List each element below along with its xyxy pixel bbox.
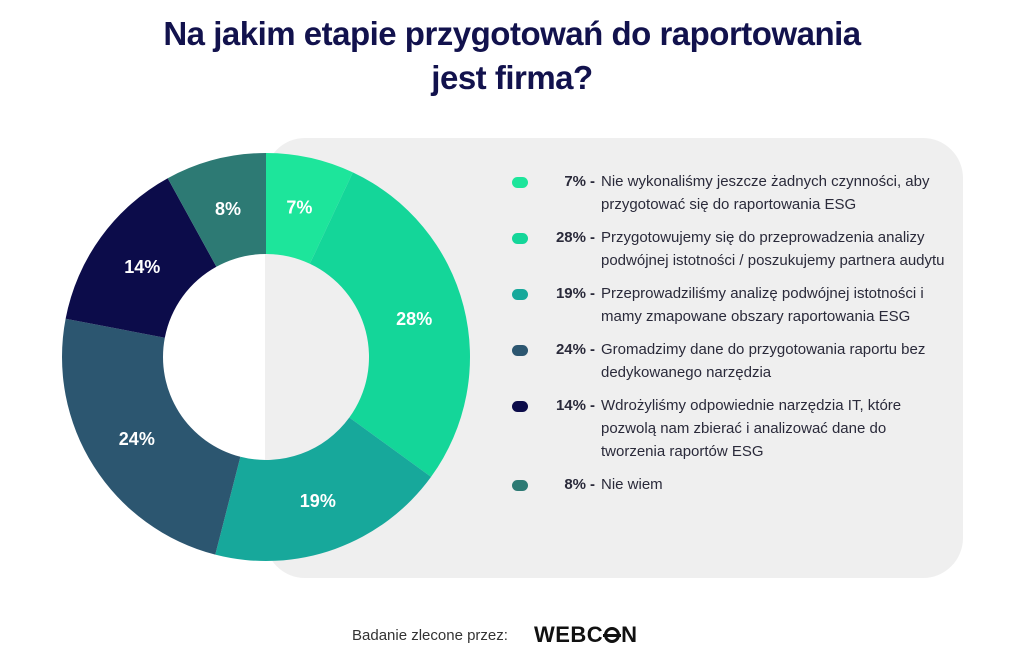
footer-text: Badanie zlecone przez: <box>352 626 508 644</box>
donut-slice-2 <box>309 172 470 477</box>
legend-swatch-1 <box>512 177 528 188</box>
donut-slice-4 <box>62 318 241 555</box>
legend-value-2: 28% <box>555 229 586 246</box>
logo-text-start: WEBC <box>533 622 604 647</box>
slice-value-label-5: 14% <box>124 257 160 277</box>
donut-slices <box>62 153 470 561</box>
slice-value-label-1: 7% <box>286 198 312 218</box>
legend-swatch-5 <box>512 401 528 412</box>
logo-o-icon <box>603 627 622 643</box>
slice-value-label-6: 8% <box>215 199 241 219</box>
legend-label-3: Przeprowadziliśmy analizę podwójnej isto… <box>601 285 924 325</box>
donut-slice-3 <box>215 417 432 561</box>
legend-value-3: 19% <box>555 285 586 302</box>
legend-separator: - <box>590 476 595 493</box>
slice-value-label-3: 19% <box>300 491 336 511</box>
legend-item-5: 14% - Wdrożyliśmy odpowiednie narzędzia IT… <box>512 394 952 463</box>
legend-value-4: 24% <box>555 341 586 358</box>
legend-label-2: Przygotowujemy się do przeprowadzenia an… <box>601 229 945 269</box>
legend-value-6: 8% <box>564 476 586 493</box>
legend-swatch-2 <box>512 233 528 244</box>
logo-text-end: N <box>621 622 638 647</box>
donut-slice-1 <box>266 153 353 264</box>
legend-separator: - <box>590 285 595 302</box>
legend-value-1: 7% <box>564 173 586 190</box>
legend-swatch-4 <box>512 345 528 356</box>
legend-separator: - <box>590 229 595 246</box>
legend-label-6: Nie wiem <box>601 476 663 493</box>
title-line-1: Na jakim etapie przygotowań do raportowa… <box>163 15 861 52</box>
legend-item-2: 28% - Przygotowujemy się do przeprowadzeni… <box>512 226 952 272</box>
legend-label-5: Wdrożyliśmy odpowiednie narzędzia IT, kt… <box>601 397 902 460</box>
legend-item-6: 8% - Nie wiem <box>512 473 952 496</box>
legend-separator: - <box>590 341 595 358</box>
chart-legend: 7% - Nie wykonaliśmy jeszcze żadnych czynn… <box>512 170 952 506</box>
donut-slice-5 <box>65 178 217 338</box>
donut-slice-6 <box>167 153 266 267</box>
legend-separator: - <box>590 397 595 414</box>
legend-label-4: Gromadzimy dane do przygotowania raportu… <box>601 341 926 381</box>
legend-item-1: 7% - Nie wykonaliśmy jeszcze żadnych czynn… <box>512 170 952 216</box>
donut-labels: 7% 28% 19% 24% 14% 8% <box>119 198 432 511</box>
legend-label-1: Nie wykonaliśmy jeszcze żadnych czynnośc… <box>601 173 930 213</box>
chart-title: Na jakim etapie przygotowań do raportowa… <box>40 12 984 100</box>
webcon-logo: WEBC N <box>534 622 638 648</box>
slice-value-label-2: 28% <box>396 309 432 329</box>
legend-value-5: 14% <box>555 397 586 414</box>
legend-item-3: 19% - Przeprowadziliśmy analizę podwójnej … <box>512 282 952 328</box>
legend-swatch-3 <box>512 289 528 300</box>
legend-separator: - <box>590 173 595 190</box>
title-line-2: jest firma? <box>431 59 593 96</box>
legend-item-4: 24% - Gromadzimy dane do przygotowania rap… <box>512 338 952 384</box>
footer: Badanie zlecone przez: WEBC N <box>352 622 638 648</box>
legend-swatch-6 <box>512 480 528 491</box>
slice-value-label-4: 24% <box>119 429 155 449</box>
